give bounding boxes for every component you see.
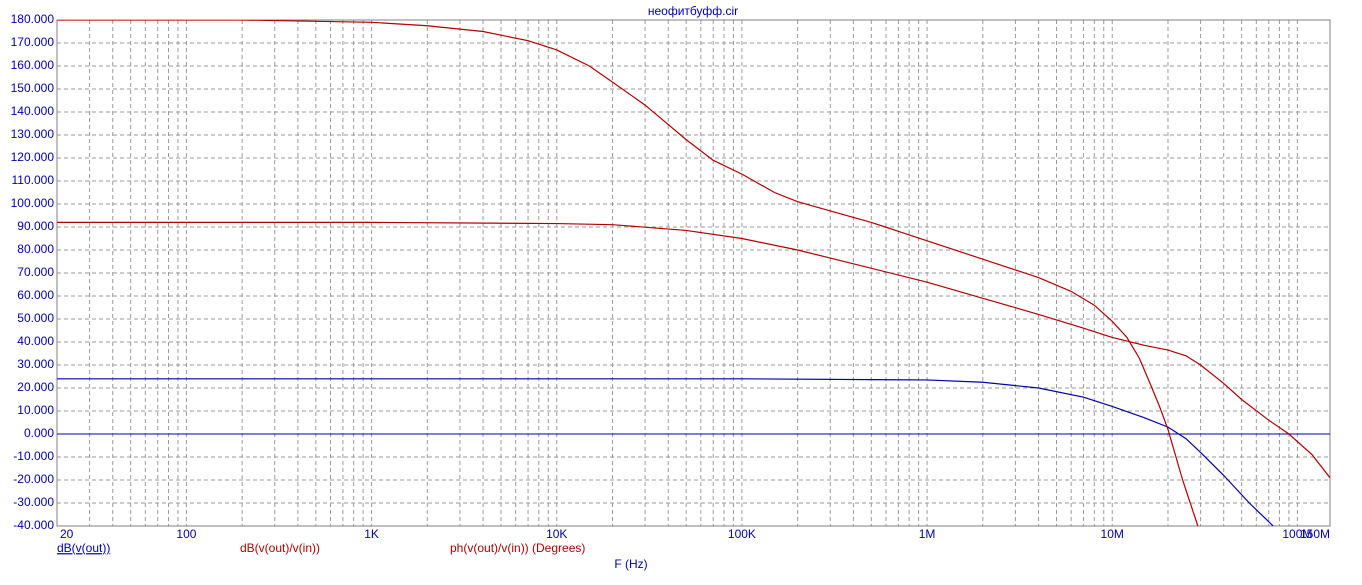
y-tick-label: 90.000 [17,219,54,233]
y-tick-label: -10.000 [13,449,54,463]
y-tick-label: 80.000 [17,242,54,256]
y-tick-label: 20.000 [17,380,54,394]
x-tick-label: 10K [546,527,567,541]
series-line [57,378,1274,526]
y-tick-label: 60.000 [17,288,54,302]
y-tick-label: 50.000 [17,311,54,325]
y-tick-label: 180.000 [11,12,55,26]
y-tick-label: -20.000 [13,472,54,486]
series-line [57,221,1330,479]
plot-frame [56,19,1331,527]
y-tick-label: 130.000 [11,127,55,141]
x-axis-label: F (Hz) [614,557,647,571]
series-line [57,20,1199,526]
legend-entry: dB(v(out)/v(in)) [240,541,320,555]
y-tick-label: -40.000 [13,518,54,532]
y-tick-label: 150.000 [11,81,55,95]
y-tick-label: 40.000 [17,334,54,348]
y-tick-label: 70.000 [17,265,54,279]
x-tick-label: 1K [364,527,379,541]
y-tick-label: 120.000 [11,150,55,164]
y-tick-label: -30.000 [13,495,54,509]
x-tick-label: 10M [1101,527,1124,541]
x-tick-label: 150M [1300,527,1330,541]
y-tick-label: 100.000 [11,196,55,210]
chart-title: неофитбуфф.cir [648,4,738,18]
plot-area [57,20,1330,526]
y-tick-label: 160.000 [11,58,55,72]
y-tick-label: 110.000 [12,173,55,187]
legend-entry: ph(v(out)/v(in)) (Degrees) [450,541,585,555]
y-tick-label: 10.000 [17,403,54,417]
x-tick-label: 100K [728,527,756,541]
legend-entry: dB(v(out)) [57,541,110,555]
y-tick-label: 140.000 [11,104,55,118]
y-tick-label: 30.000 [17,357,54,371]
y-tick-label: 170.000 [11,35,55,49]
x-tick-label: 1M [919,527,936,541]
y-tick-label: 0.000 [24,426,54,440]
x-tick-label: 100 [176,527,196,541]
x-tick-label: 100M [1282,527,1312,541]
x-tick-label: 20 [60,527,74,541]
